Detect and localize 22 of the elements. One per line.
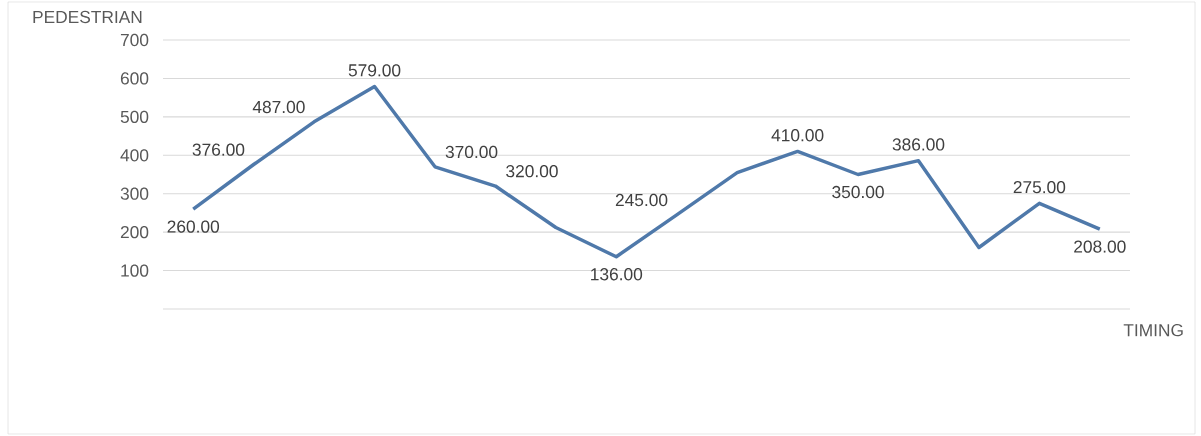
- data-label: 245.00: [615, 193, 668, 207]
- y-tick-label: 600: [120, 72, 149, 85]
- y-tick-label: 700: [120, 33, 149, 47]
- y-tick-label: 200: [120, 226, 149, 239]
- x-axis-title: TIMING: [1123, 324, 1183, 337]
- y-axis-title: PEDESTRIAN: [33, 10, 142, 24]
- data-label: 410.00: [771, 129, 824, 142]
- data-label: 260.00: [167, 220, 220, 233]
- y-tick-label: 100: [121, 264, 149, 277]
- data-label: 208.00: [1074, 240, 1126, 253]
- data-label: 136.00: [591, 268, 643, 281]
- data-label: 370.00: [445, 145, 498, 159]
- data-label: 579.00: [348, 64, 401, 77]
- y-tick-label: 500: [120, 110, 149, 123]
- data-label: 320.00: [506, 165, 558, 178]
- data-label: 275.00: [1013, 181, 1066, 194]
- data-label: 487.00: [252, 100, 305, 114]
- data-label: 376.00: [192, 143, 245, 156]
- y-tick-label: 400: [120, 149, 149, 162]
- data-label: 350.00: [832, 185, 884, 199]
- y-tick-label: 300: [120, 187, 149, 200]
- data-label: 386.00: [892, 138, 945, 151]
